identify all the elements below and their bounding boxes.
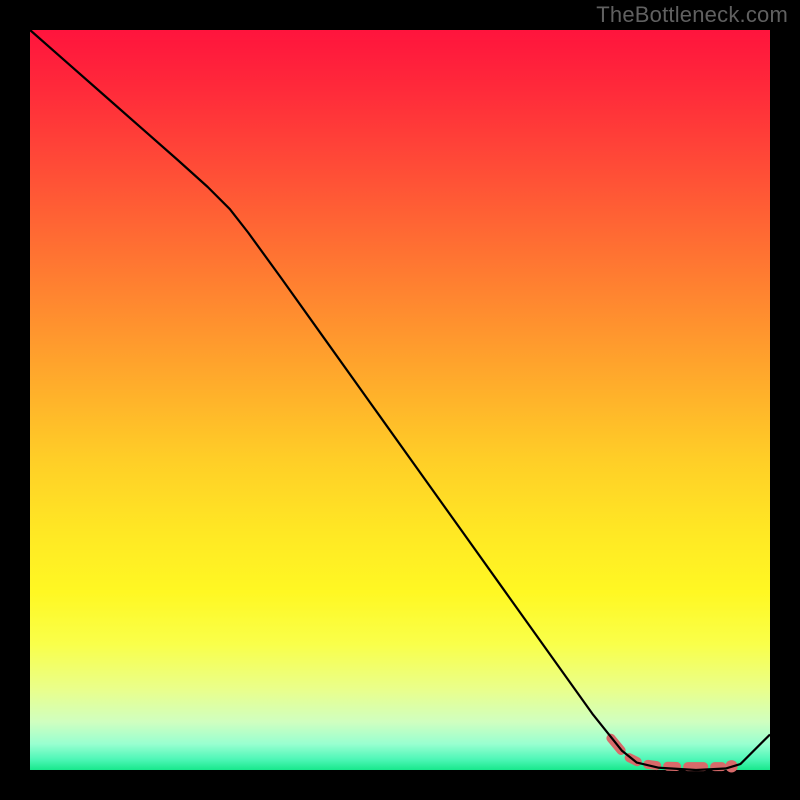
- plot-area: [30, 30, 770, 770]
- bottleneck-chart: [0, 0, 800, 800]
- chart-stage: TheBottleneck.com: [0, 0, 800, 800]
- attribution-label: TheBottleneck.com: [596, 2, 788, 28]
